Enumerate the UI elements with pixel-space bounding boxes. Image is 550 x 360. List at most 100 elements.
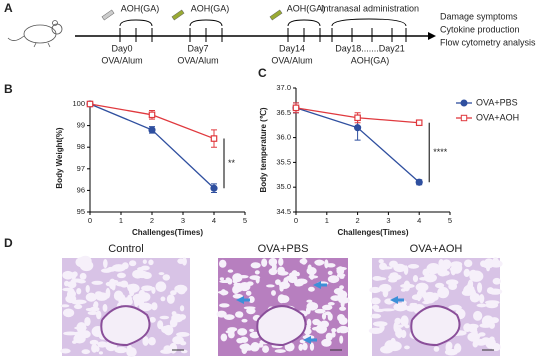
alveolus bbox=[314, 308, 326, 314]
alveolus bbox=[473, 310, 483, 321]
alveolus bbox=[433, 346, 440, 352]
alveolus bbox=[98, 351, 103, 355]
alveolus bbox=[76, 287, 82, 295]
group-label: Control bbox=[108, 243, 143, 255]
alveolus bbox=[307, 264, 312, 273]
arrow bbox=[236, 296, 250, 304]
alveolus bbox=[250, 262, 261, 269]
alveolus bbox=[482, 262, 494, 269]
treatment-label: OVA/Alum bbox=[271, 55, 312, 65]
marker bbox=[415, 178, 423, 186]
alveolus bbox=[102, 303, 108, 312]
alveolus bbox=[488, 321, 496, 329]
alveolus bbox=[159, 315, 170, 320]
alveolus bbox=[220, 289, 227, 296]
alveolus bbox=[181, 257, 187, 266]
alveolus bbox=[62, 270, 74, 280]
alveolus bbox=[219, 303, 230, 308]
alveolus bbox=[114, 346, 128, 354]
y-axis-label: Body temperature (℃) bbox=[259, 107, 268, 192]
treatment-label: AOH(GA) bbox=[351, 55, 390, 65]
y-tick-label: 37.0 bbox=[276, 83, 291, 92]
alveolus bbox=[478, 332, 486, 337]
alveolus bbox=[60, 348, 71, 354]
alveolus bbox=[476, 282, 483, 293]
alveolus bbox=[180, 349, 188, 354]
alveolus bbox=[327, 275, 340, 284]
alveolus bbox=[450, 304, 462, 310]
alveolus bbox=[135, 270, 149, 279]
x-tick-label: 2 bbox=[356, 216, 360, 225]
alveolus bbox=[85, 292, 97, 302]
alveolus bbox=[338, 317, 348, 325]
x-tick-label: 3 bbox=[386, 216, 390, 225]
y-tick-label: 36.5 bbox=[276, 108, 291, 117]
y-tick-label: 98 bbox=[77, 142, 85, 151]
alveolus bbox=[158, 272, 165, 276]
alveolus bbox=[303, 328, 312, 335]
alveolus bbox=[100, 268, 112, 273]
alveolus bbox=[378, 259, 384, 264]
alveolus bbox=[423, 273, 437, 283]
alveolus bbox=[238, 274, 249, 279]
alveolus bbox=[412, 274, 419, 283]
x-tick-label: 1 bbox=[119, 216, 123, 225]
alveolus bbox=[254, 270, 260, 275]
alveolus bbox=[216, 310, 227, 318]
alveolus bbox=[405, 305, 418, 312]
alveolus bbox=[155, 281, 167, 292]
alveolus bbox=[71, 300, 84, 305]
alveolus bbox=[492, 277, 501, 285]
x-tick-label: 3 bbox=[181, 216, 185, 225]
alveolus bbox=[105, 281, 113, 287]
alveolus bbox=[60, 304, 70, 308]
alveolus bbox=[331, 331, 336, 338]
alveolus bbox=[169, 318, 178, 328]
alveolus bbox=[400, 315, 409, 327]
alveolus bbox=[84, 316, 91, 327]
alveolus bbox=[485, 302, 499, 309]
alveolus bbox=[469, 292, 480, 303]
alveolus bbox=[223, 314, 235, 320]
alveolus bbox=[472, 340, 479, 348]
alveolus bbox=[302, 342, 308, 351]
alveolus bbox=[118, 299, 127, 304]
alveolus bbox=[333, 288, 344, 295]
alveolus bbox=[336, 266, 345, 276]
alveolus bbox=[465, 284, 470, 291]
alveolus bbox=[271, 290, 276, 296]
x-tick-label: 2 bbox=[150, 216, 154, 225]
alveolus bbox=[265, 284, 275, 288]
alveolus bbox=[257, 342, 264, 348]
alveolus bbox=[479, 294, 485, 304]
airway bbox=[256, 305, 307, 347]
group-label: OVA+PBS bbox=[258, 243, 309, 255]
alveolus bbox=[85, 285, 90, 293]
alveolus bbox=[241, 318, 248, 323]
alveolus bbox=[166, 294, 175, 304]
alveolus bbox=[220, 333, 228, 342]
alveolus bbox=[327, 312, 333, 321]
intranasal-label: Intranasal administration bbox=[321, 3, 419, 13]
alveolus bbox=[467, 332, 480, 342]
alveolus bbox=[325, 332, 333, 341]
alveolus bbox=[463, 268, 471, 278]
dosing-label: AOH(GA) bbox=[191, 3, 230, 13]
alveolus bbox=[232, 278, 238, 284]
alveolus bbox=[434, 282, 445, 289]
marker bbox=[415, 119, 423, 127]
y-axis-label: Body Weight(%) bbox=[55, 127, 64, 189]
alveolus bbox=[237, 314, 243, 318]
alveolus bbox=[225, 329, 235, 334]
alveolus bbox=[63, 331, 78, 336]
alveolus bbox=[390, 342, 396, 350]
alveolus bbox=[430, 292, 439, 301]
alveolus bbox=[464, 259, 473, 268]
alveolus bbox=[309, 342, 315, 351]
marker bbox=[148, 111, 156, 119]
day-label: Day14 bbox=[279, 43, 305, 53]
syringes bbox=[101, 9, 283, 21]
alveolus bbox=[275, 279, 281, 286]
alveolus bbox=[73, 304, 83, 310]
alveolus bbox=[108, 278, 116, 290]
